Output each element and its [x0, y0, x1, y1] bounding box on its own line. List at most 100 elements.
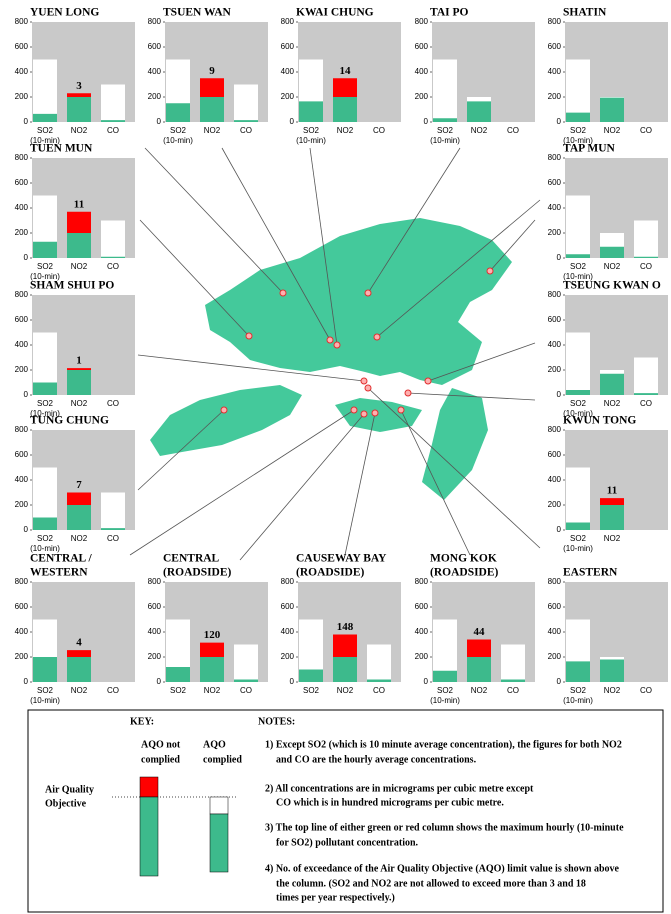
station-marker [424, 377, 432, 385]
key-label: complied [203, 754, 242, 765]
y-tick-label: 600 [15, 178, 29, 187]
y-tick-label: 800 [548, 425, 562, 434]
x-tick-label: (10-min) [30, 136, 60, 145]
chart-title: (ROADSIDE) [430, 567, 499, 579]
x-tick-label: NO2 [471, 686, 488, 695]
x-tick-label: NO2 [471, 126, 488, 135]
key-label: complied [141, 754, 180, 765]
y-tick-label: 800 [15, 17, 29, 26]
map-lantau [150, 385, 302, 456]
measured-bar [333, 97, 357, 122]
measured-bar [566, 254, 590, 258]
y-tick-label: 600 [415, 42, 429, 51]
chart-title: CENTRAL [163, 553, 220, 565]
x-tick-label: NO2 [204, 686, 221, 695]
y-tick-label: 200 [15, 500, 29, 509]
measured-bar [333, 657, 357, 682]
x-tick-label: SO2 [570, 262, 587, 271]
x-tick-label: CO [507, 126, 519, 135]
key-white [209, 796, 229, 815]
x-tick-label: NO2 [604, 262, 621, 271]
x-tick-label: NO2 [604, 126, 621, 135]
leader-line [400, 409, 471, 556]
x-tick-label: SO2 [37, 399, 54, 408]
measured-bar [67, 505, 91, 530]
x-tick-label: (10-min) [563, 272, 593, 281]
chart-title: TAI PO [430, 7, 468, 19]
x-tick-label: SO2 [37, 126, 54, 135]
measured-bar [33, 517, 57, 530]
leader-line [344, 412, 376, 556]
measured-bar [600, 505, 624, 530]
x-tick-label: CO [640, 686, 652, 695]
chart-title: EASTERN [563, 567, 618, 579]
x-tick-label: CO [640, 126, 652, 135]
x-tick-label: SO2 [37, 262, 54, 271]
y-tick-label: 400 [548, 475, 562, 484]
key-label: Objective [45, 798, 87, 809]
measured-bar [101, 256, 125, 258]
station-marker [364, 289, 372, 297]
leader-line [221, 147, 331, 341]
station-marker [360, 377, 368, 385]
x-tick-label: SO2 [170, 126, 187, 135]
station-marker [360, 410, 368, 418]
chart-title: YUEN LONG [30, 7, 99, 19]
measured-bar [634, 393, 658, 395]
y-tick-label: 400 [548, 340, 562, 349]
measured-bar [67, 370, 91, 395]
x-tick-label: CO [507, 686, 519, 695]
measured-bar [67, 233, 91, 258]
y-tick-label: 800 [281, 577, 295, 586]
x-tick-label: SO2 [303, 686, 320, 695]
aqo-limit-bar [101, 84, 125, 122]
exceedance-label: 4 [76, 637, 82, 649]
measured-bar [166, 103, 190, 122]
exceeded-bar [333, 78, 357, 97]
x-tick-label: (10-min) [563, 544, 593, 553]
note-line: 2) All concentrations are in micrograms … [265, 783, 534, 794]
key-box: KEY: NOTES: AQO not complied AQO complie… [27, 709, 664, 913]
x-tick-label: NO2 [204, 126, 221, 135]
y-tick-label: 400 [281, 67, 295, 76]
y-tick-label: 400 [15, 475, 29, 484]
leader-line [367, 147, 461, 294]
note-line: and CO are the hourly average concentrat… [276, 754, 477, 765]
key-label: Air Quality [45, 784, 94, 795]
x-tick-label: NO2 [604, 686, 621, 695]
measured-bar [566, 112, 590, 122]
x-tick-label: SO2 [170, 686, 187, 695]
x-tick-label: CO [240, 686, 252, 695]
y-tick-label: 600 [15, 450, 29, 459]
leader-line [367, 387, 541, 549]
leader-line [427, 342, 536, 382]
map-new-territories [205, 218, 512, 385]
measured-bar [67, 657, 91, 682]
aqo-limit-bar [101, 220, 125, 258]
station-marker [279, 289, 287, 297]
x-tick-label: CO [107, 262, 119, 271]
key-green [209, 813, 229, 873]
aqo-limit-bar [234, 84, 258, 122]
y-tick-label: 800 [281, 17, 295, 26]
y-tick-label: 0 [24, 253, 29, 262]
exceeded-bar [600, 498, 624, 505]
y-tick-label: 0 [24, 525, 29, 534]
chart-title: CENTRAL / [30, 553, 92, 565]
y-tick-label: 200 [281, 92, 295, 101]
chart-title: SHAM SHUI PO [30, 280, 114, 292]
station-marker [333, 341, 341, 349]
measured-bar [433, 118, 457, 122]
x-tick-label: SO2 [570, 126, 587, 135]
y-tick-label: 400 [148, 67, 162, 76]
y-tick-label: 600 [548, 450, 562, 459]
y-tick-label: 800 [15, 153, 29, 162]
note-line: the column. (SO2 and NO2 are not allowed… [276, 878, 586, 889]
exceeded-bar [467, 639, 491, 657]
x-tick-label: SO2 [570, 686, 587, 695]
measured-bar [299, 101, 323, 122]
exceedance-label: 11 [74, 198, 84, 210]
y-tick-label: 800 [548, 577, 562, 586]
chart-title: TUEN MUN [30, 143, 93, 155]
